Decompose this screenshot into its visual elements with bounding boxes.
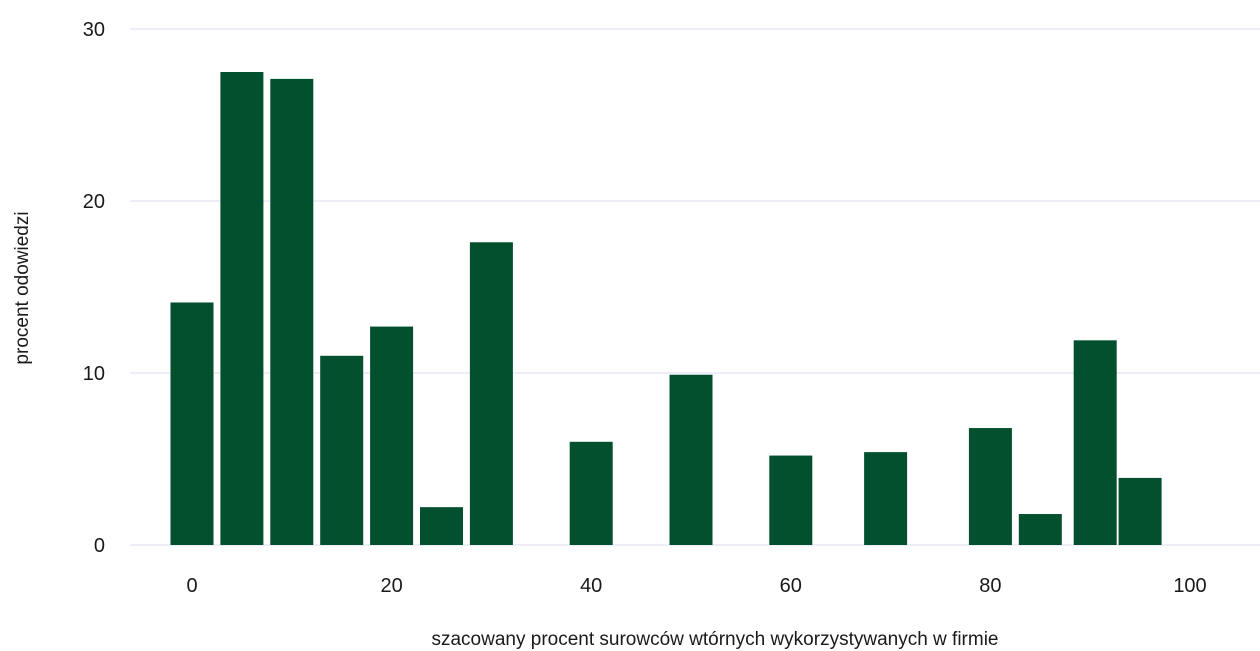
bar (370, 326, 414, 545)
bar (420, 507, 463, 545)
y-axis-label: procent odowiedzi (12, 211, 33, 364)
bar (1118, 477, 1162, 545)
bar (1018, 514, 1062, 545)
y-tick-label: 30 (83, 19, 105, 41)
y-tick-label: 20 (83, 191, 105, 213)
y-axis-ticks: 0 10 20 30 (83, 19, 105, 557)
bar (968, 428, 1012, 545)
x-tick-label: 60 (780, 575, 802, 597)
x-tick-label: 20 (380, 575, 402, 597)
x-axis-label: szacowany procent surowców wtórnych wyko… (431, 629, 998, 650)
bar (270, 78, 314, 545)
y-tick-label: 10 (83, 363, 105, 385)
x-tick-label: 100 (1173, 575, 1206, 597)
x-tick-label: 0 (186, 575, 197, 597)
x-axis-ticks: 0 20 40 60 80 100 (186, 575, 1206, 597)
bar (769, 455, 813, 545)
bar (569, 441, 613, 545)
bar (469, 242, 513, 545)
bar (220, 72, 264, 545)
bar (320, 355, 364, 545)
bar (1073, 340, 1117, 545)
bars (170, 72, 1162, 545)
bar (864, 452, 908, 545)
bar (669, 374, 713, 545)
y-tick-label: 0 (94, 535, 105, 557)
bar (170, 302, 214, 545)
x-tick-label: 40 (580, 575, 602, 597)
x-tick-label: 80 (979, 575, 1001, 597)
